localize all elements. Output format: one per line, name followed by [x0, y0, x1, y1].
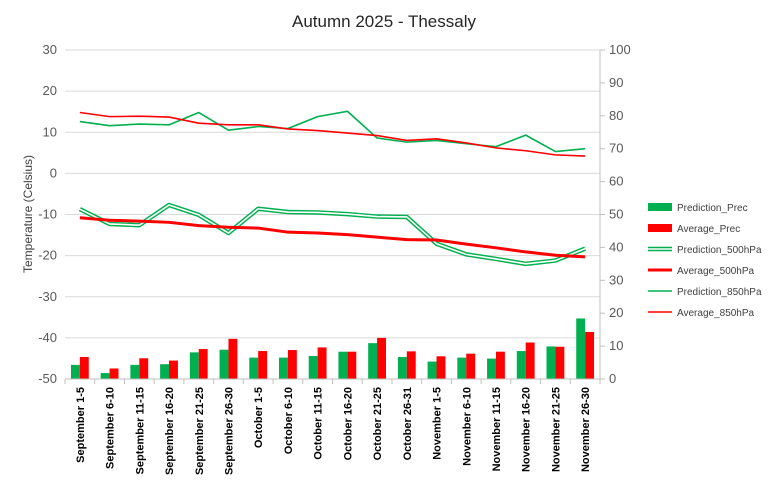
- line-prediction-500hpa-inner: [79, 204, 586, 265]
- y2-tick-label: 10: [609, 338, 623, 353]
- y-tick-label: -10: [38, 207, 57, 222]
- bar-prediction-prec: [368, 343, 378, 379]
- x-tick-label: October 6-10: [283, 387, 295, 454]
- y2-tick-label: 30: [609, 272, 623, 287]
- bar-prediction-prec: [219, 349, 229, 379]
- bar-prediction-prec: [487, 358, 496, 379]
- bar-average-prec: [258, 351, 268, 379]
- bar-prediction-prec: [546, 346, 556, 379]
- axes: [64, 49, 605, 384]
- bar-average-prec: [109, 368, 119, 379]
- bar-average-prec: [228, 338, 238, 379]
- bar-average-prec: [79, 356, 89, 379]
- y-tick-label: 30: [43, 42, 57, 57]
- bar-average-prec: [287, 350, 297, 379]
- legend-swatch-average-prec: [648, 224, 672, 232]
- bar-prediction-prec: [397, 356, 407, 379]
- bar-prediction-prec: [160, 364, 170, 379]
- y-tick-label: -20: [38, 248, 57, 263]
- y2-tick-label: 80: [609, 108, 623, 123]
- x-tick-label: September 11-15: [134, 387, 146, 474]
- bar-prediction-prec: [279, 357, 288, 379]
- y-tick-label: 10: [43, 124, 57, 139]
- y2-tick-label: 40: [609, 239, 623, 254]
- y2-tick-label: 70: [609, 141, 623, 156]
- chart-title: Autumn 2025 - Thessaly: [292, 12, 476, 31]
- bar-average-prec: [466, 353, 476, 379]
- x-tick-label: September 6-10: [105, 387, 117, 469]
- x-tick-label: November 21-25: [550, 387, 562, 472]
- series-lines: [78, 110, 586, 267]
- bar-average-prec: [139, 358, 149, 379]
- bar-average-prec: [525, 342, 535, 379]
- bar-average-prec: [436, 356, 446, 379]
- y2-tick-label: 60: [609, 174, 623, 189]
- x-tick-label: November 16-20: [521, 387, 533, 472]
- x-tick-label: September 16-20: [164, 387, 176, 475]
- bar-average-prec: [585, 331, 595, 379]
- bar-prediction-prec: [100, 373, 110, 379]
- line-average-500hpa: [79, 216, 586, 259]
- bar-prediction-prec: [576, 318, 586, 379]
- y-axis-label: Temperature (Celsius): [21, 155, 35, 273]
- x-tick-label: October 21-25: [372, 387, 384, 460]
- line-prediction-850hpa: [79, 110, 586, 153]
- bar-prediction-prec: [249, 357, 259, 379]
- x-tick-label: October 1-5: [253, 387, 265, 448]
- x-tick-label: September 21-25: [194, 387, 206, 475]
- bar-prediction-prec: [308, 355, 318, 379]
- bar-prediction-prec: [427, 361, 437, 379]
- y2-tick-label: 0: [609, 371, 616, 386]
- y2-tick-label: 50: [609, 207, 623, 222]
- legend: Prediction_Prec Average_Prec Prediction_50…: [648, 203, 762, 319]
- bar-average-prec: [347, 351, 357, 379]
- y-tick-label: 0: [50, 165, 57, 180]
- bar-prediction-prec: [189, 352, 199, 379]
- bar-average-prec: [377, 337, 386, 379]
- bar-average-prec: [169, 360, 178, 379]
- x-tick-label: October 26-31: [402, 387, 414, 460]
- tick-labels: 3020100-10-20-30-40-50100908070605040302…: [38, 42, 631, 475]
- y-tick-label: 20: [43, 83, 57, 98]
- x-tick-label: September 1-5: [75, 387, 87, 463]
- x-tick-label: November 1-5: [432, 387, 444, 460]
- x-tick-label: September 26-30: [223, 387, 235, 475]
- bar-prediction-prec: [130, 364, 140, 379]
- x-tick-label: October 11-15: [313, 387, 325, 460]
- bar-average-prec: [317, 347, 327, 379]
- bar-average-prec: [495, 351, 505, 379]
- bar-average-prec: [555, 346, 565, 379]
- bar-prediction-prec: [457, 357, 467, 379]
- y2-tick-label: 100: [609, 42, 631, 57]
- x-tick-label: October 16-20: [342, 387, 354, 460]
- x-tick-label: November 11-15: [491, 387, 503, 471]
- bars: [70, 318, 595, 379]
- y-tick-label: -40: [38, 330, 57, 345]
- line-average-850hpa: [79, 111, 586, 157]
- x-tick-label: November 26-30: [580, 387, 592, 472]
- y-tick-label: -30: [38, 289, 57, 304]
- legend-label-average-prec: Average_Prec: [677, 224, 740, 235]
- y2-tick-label: 90: [609, 75, 623, 90]
- bar-average-prec: [198, 349, 208, 379]
- y2-tick-label: 20: [609, 305, 623, 320]
- legend-label-prediction-500hpa: Prediction_500hPa: [677, 245, 762, 256]
- legend-label-prediction-850hpa: Prediction_850hPa: [677, 287, 762, 298]
- y-tick-label: -50: [38, 371, 57, 386]
- bar-prediction-prec: [70, 364, 80, 379]
- bar-prediction-prec: [338, 351, 348, 379]
- x-tick-label: November 6-10: [461, 387, 473, 466]
- legend-label-average-500hpa: Average_500hPa: [677, 266, 755, 277]
- legend-label-prediction-prec: Prediction_Prec: [677, 203, 748, 214]
- legend-swatch-prediction-prec: [648, 203, 672, 211]
- bar-average-prec: [406, 351, 416, 379]
- legend-label-average-850hpa: Average_850hPa: [677, 308, 755, 319]
- bar-prediction-prec: [516, 351, 526, 379]
